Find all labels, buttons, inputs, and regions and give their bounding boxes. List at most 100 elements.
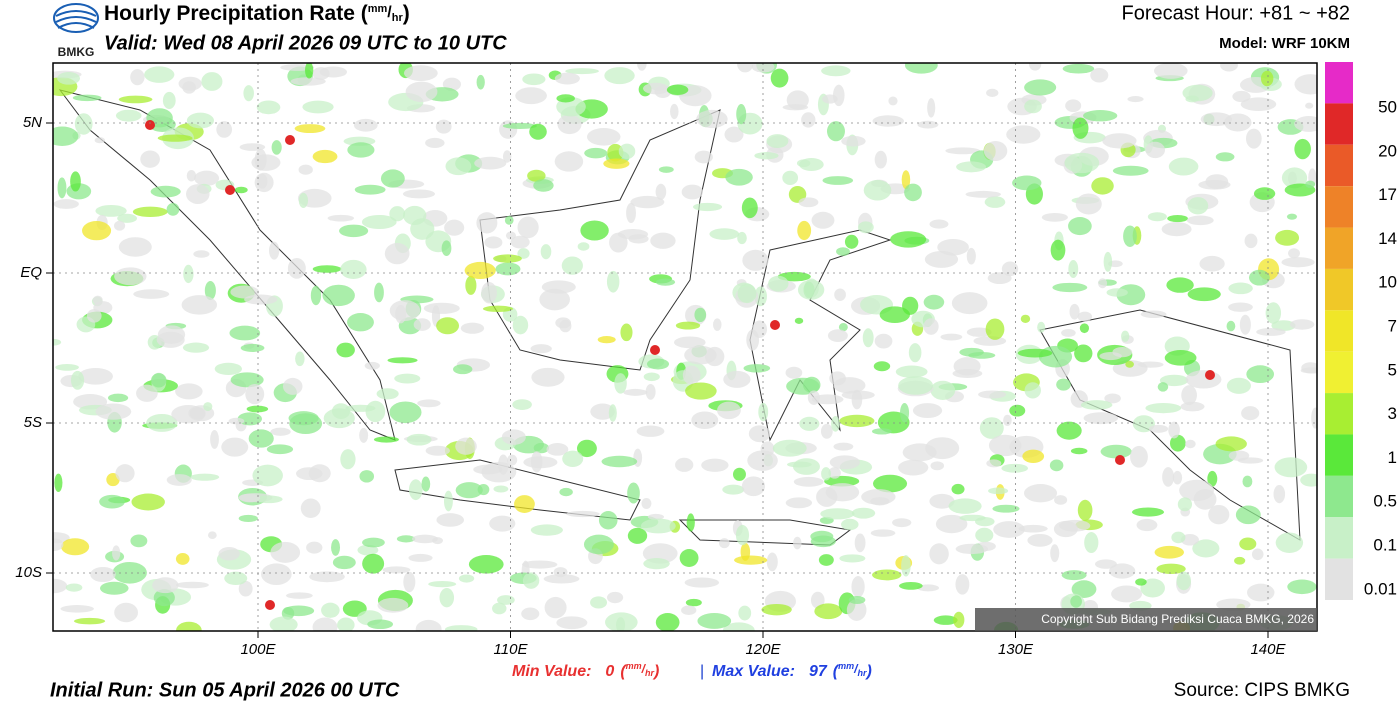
rain-cell	[70, 370, 85, 390]
rain-cell	[675, 321, 701, 330]
rain-cell	[811, 211, 835, 229]
rain-cell	[565, 68, 599, 75]
rain-cell	[514, 495, 535, 513]
rain-cell	[384, 242, 410, 265]
rain-cell	[415, 619, 442, 631]
rain-cell	[240, 343, 265, 352]
rain-cell	[821, 65, 851, 77]
rain-cell	[802, 376, 821, 394]
rain-cell	[1176, 571, 1191, 591]
rain-cell	[670, 103, 679, 120]
rain-cell	[1294, 138, 1311, 160]
rain-cell	[738, 605, 752, 621]
rain-cell	[820, 508, 855, 520]
rain-cell	[477, 483, 490, 496]
rain-cell	[655, 183, 667, 200]
rain-cell	[359, 470, 375, 483]
rain-cell	[580, 220, 609, 241]
rain-cell	[1023, 484, 1058, 503]
rain-cell	[186, 169, 197, 182]
rain-cell	[136, 384, 158, 402]
rain-cell	[985, 318, 1005, 340]
rain-cell	[339, 224, 369, 238]
rain-cell	[1054, 495, 1068, 505]
rain-cell	[510, 235, 530, 249]
rain-cell	[709, 228, 740, 240]
rain-cell	[354, 184, 386, 195]
rain-cell	[1177, 497, 1193, 512]
rain-cell	[833, 442, 854, 451]
rain-cell	[298, 164, 313, 175]
rain-cell	[979, 417, 1004, 439]
rain-cell	[854, 533, 866, 553]
rain-cell	[862, 328, 874, 348]
rain-cell	[115, 464, 135, 483]
rain-cell	[261, 563, 292, 586]
rain-cell	[441, 240, 452, 257]
rain-cell	[175, 383, 203, 400]
rain-cell	[482, 305, 513, 312]
rain-cell	[175, 581, 209, 589]
rain-cell	[607, 591, 624, 604]
rain-cell	[530, 524, 563, 536]
rain-cell	[389, 206, 406, 222]
rain-cell	[1111, 585, 1143, 603]
colorbar-box	[1325, 434, 1353, 476]
rain-cell	[321, 602, 340, 618]
rain-cell	[238, 514, 258, 522]
lat-label: 5N	[23, 114, 42, 131]
rain-cell	[1171, 531, 1186, 544]
rain-cell	[839, 554, 866, 563]
rain-cell	[983, 140, 1008, 161]
rain-cell	[1024, 382, 1041, 399]
rain-cell	[90, 566, 116, 583]
rain-cell	[786, 90, 809, 110]
rain-cell	[493, 485, 509, 493]
rain-cell	[1281, 257, 1315, 268]
rain-cell	[966, 327, 992, 337]
rain-cell	[902, 443, 937, 462]
rain-cell	[1232, 90, 1251, 103]
rain-cell	[1024, 79, 1057, 96]
rain-cell	[460, 322, 485, 334]
rain-cell	[492, 602, 507, 615]
rain-cell	[1006, 125, 1041, 144]
landmass	[1039, 309, 1301, 541]
rain-cell	[828, 467, 841, 479]
rain-cell	[1162, 467, 1175, 487]
rain-cell	[539, 288, 570, 311]
rain-cell	[681, 184, 704, 200]
rain-cell	[1140, 310, 1167, 318]
rain-cell	[1109, 563, 1136, 579]
rain-cell	[1061, 328, 1076, 337]
rain-cell	[312, 265, 342, 273]
rain-cell	[873, 361, 891, 372]
rain-cell	[1125, 360, 1134, 368]
colorbar-label: 7	[1388, 316, 1397, 335]
rain-cell	[1281, 167, 1308, 189]
rain-cell	[530, 344, 552, 354]
rain-cell	[901, 555, 911, 577]
rain-cell	[1103, 251, 1113, 272]
rain-cell	[1145, 141, 1166, 159]
rain-cell	[517, 216, 539, 239]
rain-cell	[975, 527, 994, 543]
rain-cell	[465, 275, 477, 295]
rain-cell	[935, 514, 968, 534]
rain-cell	[722, 484, 745, 495]
rain-cell	[732, 467, 746, 481]
rain-cell	[848, 595, 866, 605]
initial-run: Initial Run: Sun 05 April 2026 00 UTC	[50, 679, 400, 701]
rain-cell	[836, 247, 850, 256]
rain-cell	[810, 530, 834, 543]
rain-cell	[697, 613, 732, 629]
rain-cell	[1009, 404, 1026, 417]
rain-cell	[643, 372, 660, 382]
rain-cell	[403, 571, 416, 593]
rain-cell	[541, 280, 576, 294]
rain-cell	[821, 467, 831, 481]
rain-cell	[679, 549, 699, 567]
rain-cell	[694, 150, 713, 164]
rain-cell	[1018, 524, 1048, 533]
rain-cell	[361, 214, 397, 230]
